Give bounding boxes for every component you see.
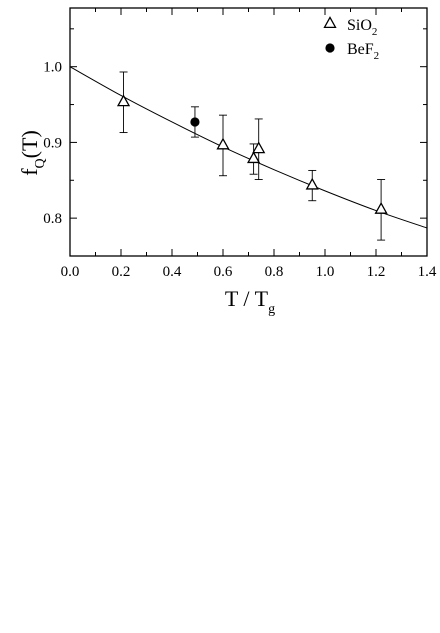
x-tick-label: 1.2 <box>367 264 386 280</box>
data-point-sio2 <box>374 201 388 214</box>
x-tick-label: 1.0 <box>316 264 335 280</box>
legend-label-sio2: SiO2 <box>347 17 377 38</box>
data-point-sio2 <box>216 137 230 150</box>
x-tick-label: 0.6 <box>214 264 233 280</box>
plot-frame <box>69 7 428 257</box>
y-tick-label: 0.8 <box>43 211 62 227</box>
data-point-sio2 <box>116 94 131 107</box>
data-point-sio2 <box>252 141 266 154</box>
x-axis-label: T / Tg <box>225 286 275 317</box>
y-axis-label: fQ(T) <box>17 130 48 176</box>
y-tick-label: 1.0 <box>43 60 62 76</box>
y-tick-labels: 0.8 0.9 1.0 <box>43 60 62 227</box>
x-tick-label: 0.2 <box>112 264 131 280</box>
x-tick-label: 0.4 <box>163 264 182 280</box>
x-tick-labels: 0.0 0.2 0.4 0.6 0.8 1.0 1.2 1.4 <box>61 264 437 280</box>
legend-marker-bef2 <box>325 43 335 53</box>
legend-entry-sio2: SiO2 <box>323 16 377 38</box>
x-tick-label: 1.4 <box>418 264 437 280</box>
legend: SiO2 BeF2 <box>323 16 379 62</box>
legend-label-bef2: BeF2 <box>347 41 379 62</box>
data-point-bef2 <box>190 117 200 127</box>
x-tick-label: 0.8 <box>265 264 284 280</box>
x-tick-label: 0.0 <box>61 264 80 280</box>
points-layer <box>116 94 388 214</box>
data-point-sio2 <box>246 151 261 164</box>
data-point-sio2 <box>305 177 319 190</box>
legend-entry-bef2: BeF2 <box>325 41 379 62</box>
legend-marker-sio2 <box>323 16 337 29</box>
y-tick-label: 0.9 <box>43 135 62 151</box>
